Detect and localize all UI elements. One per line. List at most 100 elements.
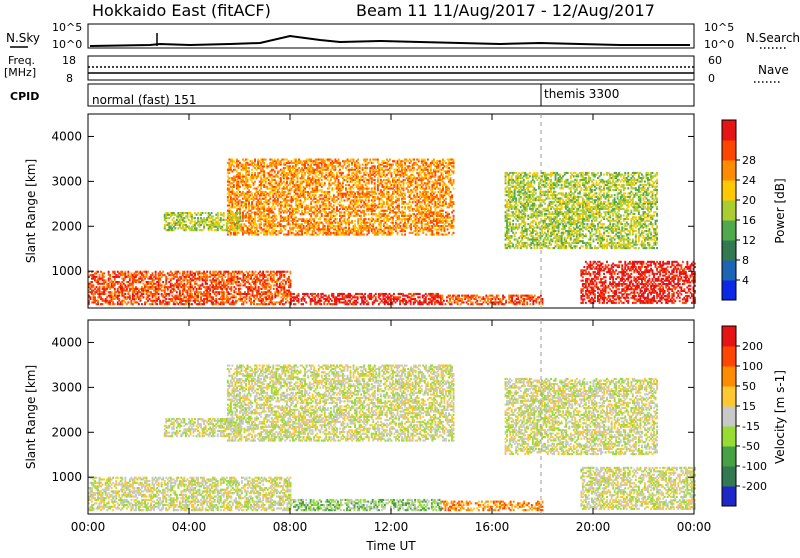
power-cell (251, 172, 253, 174)
power-cell (300, 199, 302, 201)
nsearch-label: N.Search (746, 31, 800, 45)
power-cell (461, 298, 463, 300)
power-cell (269, 201, 271, 203)
power-cell (357, 296, 359, 298)
power-cell (590, 261, 592, 263)
power-cell (320, 303, 322, 305)
power-cell (624, 261, 626, 263)
power-cell (187, 271, 189, 273)
power-cell (376, 300, 378, 302)
power-cell (223, 291, 225, 293)
power-cell (183, 271, 185, 273)
power-cell (162, 281, 164, 283)
power-cell (618, 264, 620, 266)
power-cell (635, 266, 637, 268)
power-cell (324, 225, 326, 227)
power-cell (605, 276, 607, 278)
power-cell (90, 296, 92, 298)
beam-date-title: Beam 11 11/Aug/2017 - 12/Aug/2017 (356, 1, 655, 20)
power-cell (312, 184, 314, 186)
power-cell (251, 169, 253, 171)
power-cell (649, 275, 651, 277)
power-cell (158, 296, 160, 298)
power-cell (321, 179, 323, 181)
power-cell (324, 184, 326, 186)
power-cell (158, 293, 160, 295)
nave-tick-hi: 60 (708, 54, 722, 67)
power-cell (472, 301, 474, 303)
power-cell (257, 234, 259, 236)
power-cell (235, 296, 237, 298)
power-cell (233, 278, 235, 280)
power-cell (286, 208, 288, 210)
power-cell (650, 263, 652, 265)
power-cell (594, 290, 596, 292)
power-cell (317, 293, 319, 295)
power-cell (679, 297, 681, 299)
power-cell (673, 292, 675, 294)
power-cell (328, 191, 330, 193)
power-cell (105, 293, 107, 295)
power-cell (191, 293, 193, 295)
noise-tick-lo-left: 10^0 (52, 38, 82, 51)
power-cell (333, 208, 335, 210)
power-cell (114, 288, 116, 290)
power-cell (161, 284, 163, 286)
power-cell (295, 217, 297, 219)
power-cell (159, 278, 161, 280)
power-cell (321, 213, 323, 215)
power-cell (649, 278, 651, 280)
power-cell (321, 182, 323, 184)
power-cell (209, 293, 211, 295)
power-cell (664, 290, 666, 292)
power-cell (364, 293, 366, 295)
power-cell (653, 261, 655, 263)
power-cell (322, 172, 324, 174)
power-cell (655, 263, 657, 265)
power-cell (364, 296, 366, 298)
power-cell (265, 159, 267, 161)
power-cell (605, 280, 607, 282)
power-cell (251, 193, 253, 195)
power-cell (233, 220, 235, 222)
power-cell (636, 263, 638, 265)
power-cell (605, 288, 607, 290)
power-cell (247, 159, 249, 161)
power-cell (165, 298, 167, 300)
power-cell (290, 271, 292, 273)
power-cell (627, 297, 629, 299)
power-cell (445, 303, 447, 305)
power-cell (289, 184, 291, 186)
power-cell (156, 303, 158, 305)
power-cell (288, 177, 290, 179)
power-cell (618, 288, 620, 290)
power-cell (630, 276, 632, 278)
power-cell (582, 280, 584, 282)
power-cell (419, 293, 421, 295)
power-cell (307, 293, 309, 295)
power-cell (686, 261, 688, 263)
power-cell (330, 184, 332, 186)
power-cell (96, 276, 98, 278)
power-cell (331, 300, 333, 302)
power-cell (206, 271, 208, 273)
power-cell (105, 279, 107, 281)
power-cell (680, 286, 682, 288)
power-cell (254, 159, 256, 161)
power-cell (328, 295, 330, 297)
power-cell (534, 295, 536, 297)
power-cell (240, 283, 242, 285)
power-cell (690, 288, 692, 290)
power-cell (467, 303, 469, 305)
power-cell (629, 261, 631, 263)
power-cell (334, 165, 336, 167)
power-cell (129, 278, 131, 280)
power-cell (260, 222, 262, 224)
power-cell (294, 179, 296, 181)
power-cell (173, 278, 175, 280)
power-cell (114, 303, 116, 305)
power-cell (612, 276, 614, 278)
power-cell (256, 223, 258, 225)
power-cell (239, 186, 241, 188)
